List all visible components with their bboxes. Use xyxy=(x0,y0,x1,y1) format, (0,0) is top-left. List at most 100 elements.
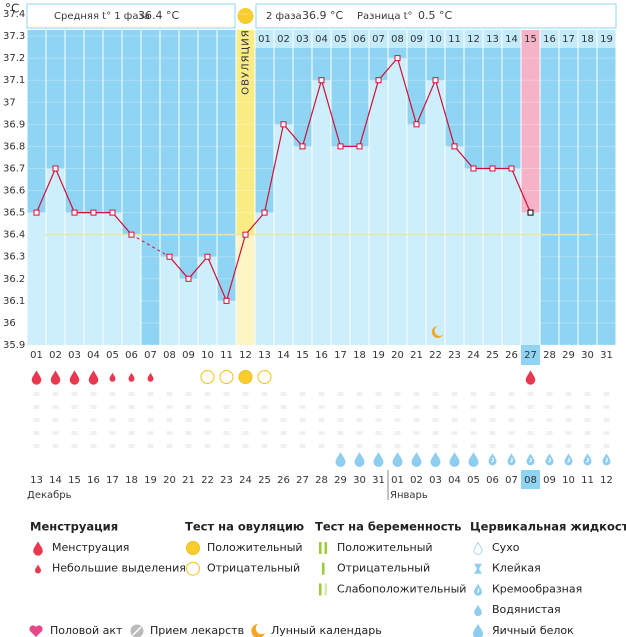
grid-dot xyxy=(90,392,97,396)
temp-marker xyxy=(109,209,116,216)
phase2-cell xyxy=(407,30,426,48)
grid-dot xyxy=(90,418,97,422)
grid-dot xyxy=(109,392,116,396)
preg-pos xyxy=(319,542,322,554)
legend-item: Положительный xyxy=(337,541,433,554)
temp-bar xyxy=(179,278,198,345)
x-tick-label: 03 xyxy=(68,350,81,361)
date-label: 22 xyxy=(201,475,214,486)
phase2-box xyxy=(255,3,617,29)
grid-dot xyxy=(489,405,496,409)
phase2-cell xyxy=(578,30,597,48)
grid-dot xyxy=(470,418,477,422)
x-tick-label: 21 xyxy=(410,350,423,361)
phase2-day: 01 xyxy=(258,34,271,45)
grid-dot xyxy=(432,444,439,448)
preg-weak xyxy=(324,583,327,596)
eggwhite-icon xyxy=(392,452,403,467)
legend-item: Половой акт xyxy=(50,624,123,637)
creamy-icon xyxy=(545,453,554,466)
grid-dot xyxy=(489,418,496,422)
grid-dot xyxy=(451,431,458,435)
grid-dot xyxy=(546,405,553,409)
x-tick-label: 28 xyxy=(543,350,556,361)
eggwhite-icon xyxy=(468,452,479,467)
creamy-icon xyxy=(602,453,611,466)
date-label: 03 xyxy=(429,475,442,486)
temp-marker xyxy=(166,253,173,260)
temp-marker xyxy=(52,165,59,172)
grid-dot xyxy=(337,431,344,435)
grid-dot xyxy=(432,431,439,435)
date-label: 14 xyxy=(49,475,62,486)
x-tick-label: 31 xyxy=(600,350,613,361)
temp-bar xyxy=(464,168,483,345)
date-label: 15 xyxy=(68,475,81,486)
date-label: 05 xyxy=(467,475,480,486)
grid-dot xyxy=(527,431,534,435)
ovulation-pos-icon xyxy=(186,541,200,555)
diff-value: 0.5 °C xyxy=(418,9,452,22)
grid-dot xyxy=(432,392,439,396)
temp-line xyxy=(169,56,532,303)
date-label: 28 xyxy=(315,475,328,486)
sun-icon xyxy=(237,8,254,24)
grid-dot xyxy=(128,392,135,396)
temp-marker xyxy=(508,165,515,172)
phase2-day: 19 xyxy=(600,34,613,45)
temp-bar xyxy=(521,212,540,345)
grid-dot xyxy=(204,405,211,409)
x-tick-label: 14 xyxy=(277,350,290,361)
today-date-box xyxy=(521,470,540,489)
grid-dot xyxy=(52,405,59,409)
phase2-cell xyxy=(597,30,616,48)
grid-dot xyxy=(603,418,610,422)
grid-dot xyxy=(318,431,325,435)
temp-marker xyxy=(337,143,344,150)
grid-dot xyxy=(33,418,40,422)
phase2-cell xyxy=(312,30,331,48)
grid-dot xyxy=(527,444,534,448)
grid-dot xyxy=(375,392,382,396)
x-tick-label: 24 xyxy=(467,350,480,361)
grid-dot xyxy=(432,405,439,409)
date-label: 24 xyxy=(239,475,252,486)
date-label: 04 xyxy=(448,475,461,486)
month-label: Декабрь xyxy=(27,490,72,501)
temp-bar xyxy=(483,168,502,345)
x-tick-label: 12 xyxy=(239,350,252,361)
phase2-cell xyxy=(331,30,350,48)
grid-dot xyxy=(280,405,287,409)
creamy-curl xyxy=(567,457,570,463)
grid-dot xyxy=(166,405,173,409)
grid-dot xyxy=(261,405,268,409)
spotting-icon xyxy=(128,372,135,382)
grid-dot xyxy=(71,431,78,435)
grid-dot xyxy=(204,392,211,396)
menstruation-icon xyxy=(69,370,80,385)
grid-dot xyxy=(223,444,230,448)
grid-dot xyxy=(280,392,287,396)
grid-dot xyxy=(413,405,420,409)
legend-item: Лунный календарь xyxy=(271,624,382,637)
x-tick-label: 30 xyxy=(581,350,594,361)
phase2-cell xyxy=(445,30,464,48)
phase2-cell xyxy=(293,30,312,48)
x-tick-label: 19 xyxy=(372,350,385,361)
temp-bar xyxy=(65,212,84,345)
y-tick-label: 36.6 xyxy=(3,186,25,197)
grid-dot xyxy=(603,431,610,435)
date-label: 08 xyxy=(524,475,537,486)
x-tick-label: 25 xyxy=(486,350,499,361)
grid-dot xyxy=(356,444,363,448)
preg-weak xyxy=(319,583,322,596)
phase2-cell xyxy=(426,30,445,48)
grid-dot xyxy=(565,444,572,448)
date-label: 21 xyxy=(182,475,195,486)
sticky-icon xyxy=(474,563,482,574)
grid-dot xyxy=(33,431,40,435)
date-label: 20 xyxy=(163,475,176,486)
eggwhite-icon xyxy=(373,452,384,467)
menstruation-icon xyxy=(31,370,42,385)
menstruation-icon xyxy=(88,370,99,385)
